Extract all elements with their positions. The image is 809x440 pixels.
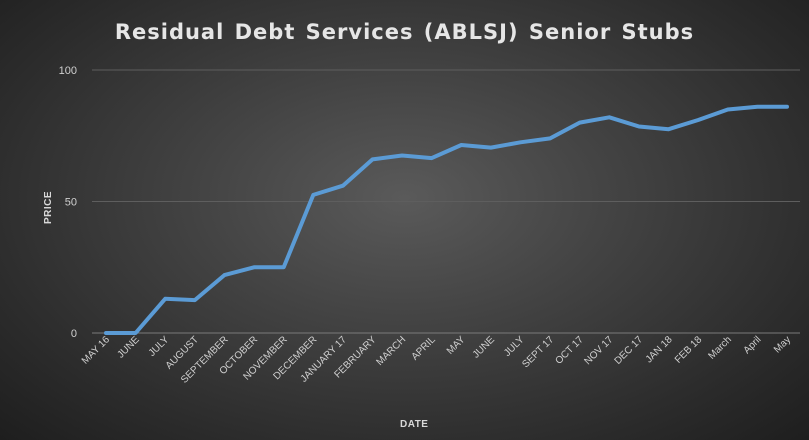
x-tick-label: May — [772, 334, 793, 355]
x-tick-label: JULY — [502, 334, 527, 359]
x-axis-title: DATE — [400, 419, 429, 430]
x-tick-label: JAN 18 — [644, 334, 675, 365]
x-tick-label: FEB 18 — [673, 334, 705, 366]
x-tick-label: DEC 17 — [613, 334, 646, 367]
chart-title: Residual Debt Services (ABLSJ) Senior St… — [114, 20, 695, 44]
x-tick-label: April — [742, 334, 764, 356]
y-tick-label: 50 — [65, 197, 77, 209]
x-tick-label: JUNE — [471, 334, 497, 360]
y-tick-label: 100 — [59, 65, 77, 77]
x-tick-label: JULY — [147, 334, 172, 359]
x-tick-label: NOV 17 — [583, 334, 616, 367]
series-line — [104, 104, 789, 335]
x-tick-label: APRIL — [410, 334, 439, 363]
x-tick-label: MAY — [445, 334, 468, 357]
x-tick-label: JUNE — [115, 334, 141, 360]
x-tick-label: MAY 16 — [80, 334, 113, 367]
x-tick-label: MARCH — [374, 334, 408, 368]
x-tick-label: OCT 17 — [553, 334, 586, 367]
x-tick-label: March — [706, 334, 733, 361]
x-tick-label: SEPT 17 — [520, 334, 556, 370]
y-tick-label: 0 — [71, 328, 77, 340]
